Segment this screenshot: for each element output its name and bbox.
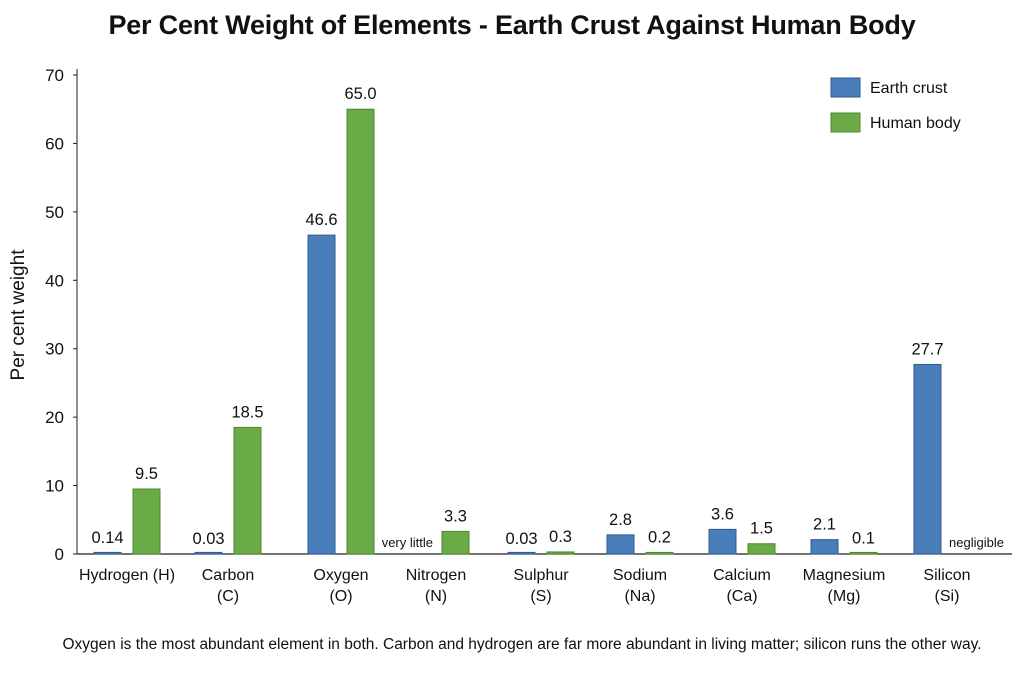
y-tick-label: 0 [55, 545, 64, 564]
data-label: 3.6 [711, 505, 734, 523]
data-label: 2.1 [813, 516, 836, 534]
legend-label-earth-crust: Earth crust [870, 80, 948, 97]
y-tick-label: 50 [45, 203, 64, 222]
data-label: 0.03 [505, 530, 537, 548]
x-category-label: Hydrogen (H) [79, 567, 175, 584]
bar-earth-crust [194, 551, 223, 555]
x-category-label: (O) [329, 588, 352, 605]
chart-title: Per Cent Weight of Elements - Earth Crus… [108, 10, 916, 40]
bar-human-body [346, 108, 375, 555]
bar-earth-crust [307, 234, 336, 555]
bar-human-body [233, 426, 262, 555]
data-label: 3.3 [444, 507, 467, 525]
bar-human-body [546, 551, 575, 555]
data-label: 65.0 [344, 85, 376, 103]
x-category-label: Nitrogen [406, 567, 466, 584]
bar-earth-crust [810, 539, 839, 555]
y-axis-label: Per cent weight [8, 249, 29, 381]
data-label: 0.3 [549, 528, 572, 546]
y-tick-label: 30 [45, 340, 64, 359]
data-label: 27.7 [911, 340, 943, 358]
x-category-label: (Na) [624, 588, 655, 605]
bar-human-body [132, 488, 161, 555]
y-tick-label: 60 [45, 134, 64, 153]
data-label: 1.5 [750, 520, 773, 538]
data-label: 9.5 [135, 465, 158, 483]
bar-earth-crust [507, 551, 536, 555]
data-label: 0.1 [852, 529, 875, 547]
data-label: 0.14 [91, 529, 123, 547]
y-tick-label: 20 [45, 408, 64, 427]
data-label: 46.6 [305, 211, 337, 229]
x-category-label: (Si) [935, 588, 960, 605]
bar-earth-crust [606, 534, 635, 555]
bar-earth-crust [708, 528, 737, 555]
x-category-label: Oxygen [313, 567, 368, 584]
x-category-label: Silicon [923, 567, 970, 584]
data-label: very little [382, 535, 433, 550]
x-category-label: Carbon [202, 567, 254, 584]
x-category-label: Magnesium [803, 567, 886, 584]
legend-swatch-earth-crust [830, 77, 861, 98]
y-tick-label: 10 [45, 477, 64, 496]
x-category-label: Calcium [713, 567, 771, 584]
data-label: 2.8 [609, 511, 632, 529]
x-category-label: (Mg) [828, 588, 861, 605]
x-category-label: (N) [425, 588, 447, 605]
data-label: negligible [949, 535, 1004, 550]
bar-human-body [849, 551, 878, 555]
chart-footnote: Oxygen is the most abundant element in b… [62, 636, 982, 653]
data-label: 0.03 [192, 530, 224, 548]
bar-human-body [747, 543, 776, 555]
x-category-label: (S) [530, 588, 551, 605]
y-tick-label: 40 [45, 271, 64, 290]
legend-swatch-human-body [830, 112, 861, 133]
data-label: 18.5 [231, 403, 263, 421]
bar-human-body [645, 551, 674, 555]
legend-label-human-body: Human body [870, 115, 961, 132]
x-category-label: Sodium [613, 567, 667, 584]
x-category-label: (Ca) [726, 588, 757, 605]
bar-human-body [441, 530, 470, 555]
x-category-label: Sulphur [513, 567, 569, 584]
bar-earth-crust [93, 551, 122, 555]
y-tick-label: 70 [45, 66, 64, 85]
x-category-label: (C) [217, 588, 239, 605]
bar-earth-crust [913, 363, 942, 555]
data-label: 0.2 [648, 529, 671, 547]
